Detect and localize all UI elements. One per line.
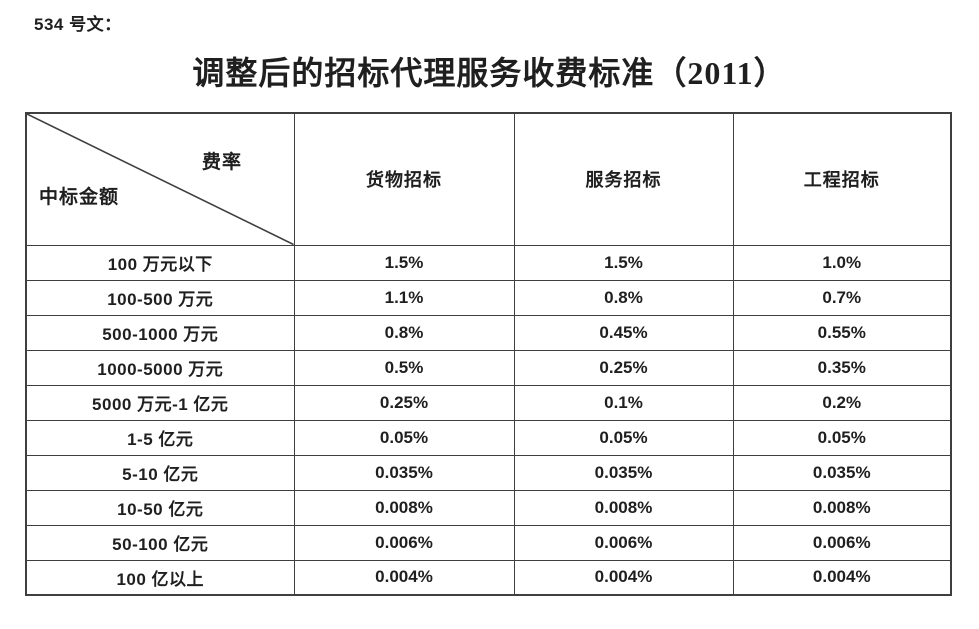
service-rate-cell: 0.004% (513, 559, 734, 596)
service-rate-cell: 0.8% (513, 279, 734, 316)
engineering-rate-cell: 0.7% (732, 279, 952, 316)
engineering-rate-cell: 0.008% (732, 489, 952, 526)
bid-amount-cell: 500-1000 万元 (25, 314, 295, 351)
service-rate-cell: 0.45% (513, 314, 734, 351)
bid-amount-cell: 100 万元以下 (25, 244, 295, 281)
engineering-rate-cell: 0.035% (732, 454, 952, 491)
goods-rate-cell: 0.05% (293, 419, 515, 456)
service-rate-cell: 0.006% (513, 524, 734, 561)
table-row: 500-1000 万元 0.8% 0.45% 0.55% (25, 314, 952, 351)
engineering-rate-cell: 0.35% (732, 349, 952, 386)
column-header-service-bidding: 服务招标 (513, 112, 734, 246)
table-row: 100 亿以上 0.004% 0.004% 0.004% (25, 559, 952, 596)
engineering-rate-cell: 1.0% (732, 244, 952, 281)
table-row: 100 万元以下 1.5% 1.5% 1.0% (25, 244, 952, 281)
header-row: 费率 中标金额 货物招标 服务招标 工程招标 (25, 112, 952, 246)
diagonal-divider-line (27, 114, 294, 245)
bid-amount-cell: 1000-5000 万元 (25, 349, 295, 386)
column-header-goods-bidding: 货物招标 (293, 112, 515, 246)
bid-amount-cell: 100-500 万元 (25, 279, 295, 316)
engineering-rate-cell: 0.006% (732, 524, 952, 561)
table-row: 5-10 亿元 0.035% 0.035% 0.035% (25, 454, 952, 491)
goods-rate-cell: 0.004% (293, 559, 515, 596)
table-body: 100 万元以下 1.5% 1.5% 1.0% 100-500 万元 1.1% … (25, 244, 952, 596)
goods-rate-cell: 0.008% (293, 489, 515, 526)
engineering-rate-cell: 0.55% (732, 314, 952, 351)
bid-amount-cell: 5-10 亿元 (25, 454, 295, 491)
goods-rate-cell: 0.035% (293, 454, 515, 491)
goods-rate-cell: 1.1% (293, 279, 515, 316)
table-row: 10-50 亿元 0.008% 0.008% 0.008% (25, 489, 952, 526)
doc-number-label: 534 号文： (34, 15, 122, 34)
goods-rate-cell: 0.25% (293, 384, 515, 421)
goods-rate-cell: 0.006% (293, 524, 515, 561)
corner-label-amount: 中标金额 (39, 187, 120, 208)
bid-amount-cell: 5000 万元-1 亿元 (25, 384, 295, 421)
service-rate-cell: 0.25% (513, 349, 734, 386)
engineering-rate-cell: 0.004% (732, 559, 952, 596)
service-rate-cell: 0.1% (513, 384, 734, 421)
service-rate-cell: 0.008% (513, 489, 734, 526)
page-title: 调整后的招标代理服务收费标准（2011） (192, 55, 787, 91)
engineering-rate-cell: 0.2% (732, 384, 952, 421)
corner-label-rate: 费率 (202, 152, 243, 173)
column-header-engineering-bidding: 工程招标 (732, 112, 952, 246)
bid-amount-cell: 50-100 亿元 (25, 524, 295, 561)
table-row: 1000-5000 万元 0.5% 0.25% 0.35% (25, 349, 952, 386)
goods-rate-cell: 0.5% (293, 349, 515, 386)
table-row: 50-100 亿元 0.006% 0.006% 0.006% (25, 524, 952, 561)
goods-rate-cell: 1.5% (293, 244, 515, 281)
bid-amount-cell: 1-5 亿元 (25, 419, 295, 456)
service-rate-cell: 0.035% (513, 454, 734, 491)
diagonal-header-cell: 费率 中标金额 (25, 112, 295, 246)
goods-rate-cell: 0.8% (293, 314, 515, 351)
engineering-rate-cell: 0.05% (732, 419, 952, 456)
service-rate-cell: 1.5% (513, 244, 734, 281)
table-row: 1-5 亿元 0.05% 0.05% 0.05% (25, 419, 952, 456)
table-header: 费率 中标金额 货物招标 服务招标 工程招标 (25, 112, 952, 246)
fee-table: 费率 中标金额 货物招标 服务招标 工程招标 100 万元以下 1.5% 1.5… (25, 112, 952, 596)
table-row: 5000 万元-1 亿元 0.25% 0.1% 0.2% (25, 384, 952, 421)
service-rate-cell: 0.05% (513, 419, 734, 456)
bid-amount-cell: 100 亿以上 (25, 559, 295, 596)
table-row: 100-500 万元 1.1% 0.8% 0.7% (25, 279, 952, 316)
bid-amount-cell: 10-50 亿元 (25, 489, 295, 526)
